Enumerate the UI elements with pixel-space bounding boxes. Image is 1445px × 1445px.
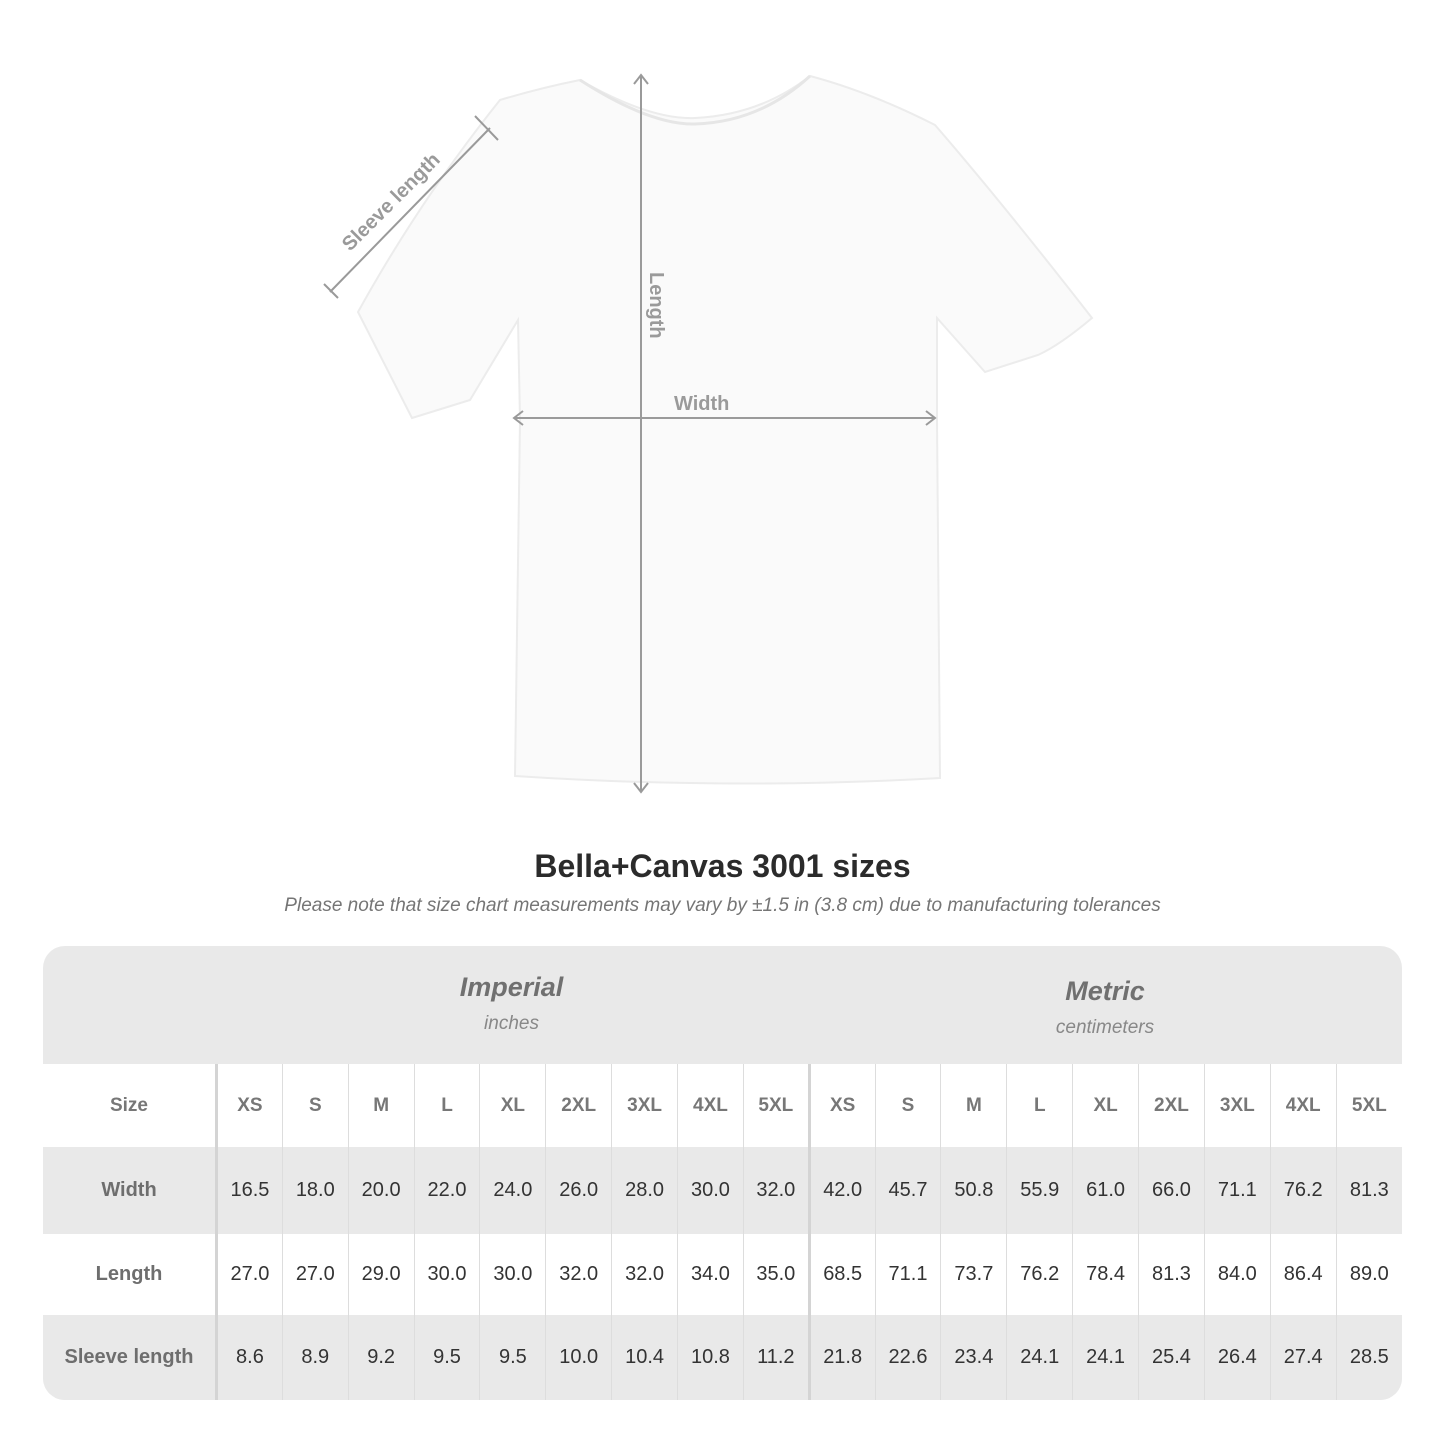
metric-value: 21.8 — [807, 1315, 876, 1400]
table-row: Sleeve length 8.6 8.9 9.2 9.5 9.5 10.0 10.4 10.8… — [43, 1315, 1402, 1400]
imperial-value: 34.0 — [677, 1234, 744, 1315]
imperial-size-S: S — [281, 1064, 349, 1147]
metric-value: 86.4 — [1269, 1234, 1337, 1315]
metric-size-L: L — [1006, 1064, 1073, 1147]
measurement-lines — [323, 73, 937, 794]
tshirt-diagram: Sleeve length Length Width — [323, 73, 1094, 794]
metric-value: 71.1 — [1203, 1147, 1271, 1234]
metric-size-M: M — [940, 1064, 1007, 1147]
metric-size-2XL: 2XL — [1138, 1064, 1205, 1147]
imperial-value: 30.0 — [677, 1147, 744, 1234]
metric-value: 27.4 — [1269, 1315, 1337, 1400]
width-label: Width — [674, 393, 729, 415]
metric-value: 81.3 — [1335, 1147, 1402, 1234]
imperial-value: 18.0 — [281, 1147, 349, 1234]
chart-subtitle: Please note that size chart measurements… — [284, 895, 1161, 916]
table-row: Width 16.5 18.0 20.0 22.0 24.0 26.0 28.0 30.0 32.… — [43, 1147, 1402, 1234]
metric-value: 45.7 — [874, 1147, 941, 1234]
metric-unit: centimeters — [1055, 1017, 1155, 1038]
metric-size-XL: XL — [1072, 1064, 1139, 1147]
chart-title: Bella+Canvas 3001 sizes — [534, 848, 911, 884]
table-row: Length 27.0 27.0 29.0 30.0 30.0 32.0 32.0 34.0 35… — [43, 1234, 1402, 1315]
metric-value: 73.7 — [940, 1234, 1007, 1315]
metric-value: 61.0 — [1072, 1147, 1139, 1234]
metric-value: 84.0 — [1203, 1234, 1271, 1315]
size-table: Size XS S M L XL 2XL 3XL 4XL 5XL XS S M L XL 2XL 3XL 4XL 5… — [43, 1064, 1402, 1400]
imperial-value: 8.6 — [216, 1315, 283, 1400]
imperial-value: 10.8 — [677, 1315, 744, 1400]
imperial-value: 35.0 — [742, 1234, 810, 1315]
imperial-title: Imperial — [459, 972, 564, 1002]
table-header-row: Size XS S M L XL 2XL 3XL 4XL 5XL XS S M L XL 2XL 3XL 4XL 5… — [43, 1064, 1402, 1147]
metric-value: 66.0 — [1138, 1147, 1205, 1234]
metric-value: 22.6 — [874, 1315, 941, 1400]
size-table-container: Imperial inches Metric centimeters Size X… — [43, 946, 1402, 1400]
imperial-size-XS: XS — [216, 1064, 283, 1147]
imperial-value: 9.5 — [413, 1315, 480, 1400]
row-label: Length — [43, 1234, 218, 1315]
imperial-size-4XL: 4XL — [677, 1064, 744, 1147]
size-header: Size — [43, 1064, 218, 1147]
tshirt-shape — [356, 74, 1094, 785]
imperial-header: Imperial inches — [215, 946, 808, 1090]
imperial-value: 22.0 — [413, 1147, 480, 1234]
imperial-value: 32.0 — [742, 1147, 810, 1234]
metric-value: 24.1 — [1072, 1315, 1139, 1400]
metric-value: 42.0 — [807, 1147, 876, 1234]
metric-size-4XL: 4XL — [1269, 1064, 1337, 1147]
imperial-value: 16.5 — [216, 1147, 283, 1234]
metric-size-XS: XS — [807, 1064, 876, 1147]
row-label: Sleeve length — [43, 1315, 218, 1400]
imperial-value: 9.2 — [347, 1315, 415, 1400]
metric-size-3XL: 3XL — [1203, 1064, 1271, 1147]
imperial-value: 10.0 — [545, 1315, 612, 1400]
imperial-value: 28.0 — [611, 1147, 678, 1234]
metric-size-5XL: 5XL — [1335, 1064, 1402, 1147]
imperial-value: 29.0 — [347, 1234, 415, 1315]
metric-value: 26.4 — [1203, 1315, 1271, 1400]
metric-header: Metric centimeters — [808, 946, 1402, 1094]
metric-title: Metric — [1065, 976, 1145, 1006]
metric-size-S: S — [874, 1064, 941, 1147]
imperial-value: 24.0 — [479, 1147, 546, 1234]
metric-value: 78.4 — [1072, 1234, 1139, 1315]
imperial-size-5XL: 5XL — [742, 1064, 810, 1147]
imperial-value: 30.0 — [479, 1234, 546, 1315]
imperial-value: 20.0 — [347, 1147, 415, 1234]
imperial-value: 32.0 — [611, 1234, 678, 1315]
metric-value: 23.4 — [940, 1315, 1007, 1400]
imperial-size-M: M — [347, 1064, 415, 1147]
imperial-value: 27.0 — [216, 1234, 283, 1315]
imperial-size-3XL: 3XL — [611, 1064, 678, 1147]
metric-value: 50.8 — [940, 1147, 1007, 1234]
metric-value: 81.3 — [1138, 1234, 1205, 1315]
metric-value: 89.0 — [1335, 1234, 1402, 1315]
imperial-size-XL: XL — [479, 1064, 546, 1147]
imperial-unit: inches — [484, 1013, 539, 1034]
metric-value: 68.5 — [807, 1234, 876, 1315]
imperial-size-2XL: 2XL — [545, 1064, 612, 1147]
metric-value: 76.2 — [1006, 1234, 1073, 1315]
metric-value: 71.1 — [874, 1234, 941, 1315]
length-label: Length — [645, 272, 667, 339]
imperial-size-L: L — [413, 1064, 480, 1147]
metric-value: 25.4 — [1138, 1315, 1205, 1400]
metric-value: 76.2 — [1269, 1147, 1337, 1234]
row-label: Width — [43, 1147, 218, 1234]
imperial-value: 30.0 — [413, 1234, 480, 1315]
imperial-value: 10.4 — [611, 1315, 678, 1400]
imperial-value: 26.0 — [545, 1147, 612, 1234]
metric-value: 55.9 — [1006, 1147, 1073, 1234]
imperial-value: 11.2 — [742, 1315, 810, 1400]
imperial-value: 32.0 — [545, 1234, 612, 1315]
imperial-value: 9.5 — [479, 1315, 546, 1400]
metric-value: 28.5 — [1335, 1315, 1402, 1400]
imperial-value: 27.0 — [281, 1234, 349, 1315]
metric-value: 24.1 — [1006, 1315, 1073, 1400]
imperial-value: 8.9 — [281, 1315, 349, 1400]
